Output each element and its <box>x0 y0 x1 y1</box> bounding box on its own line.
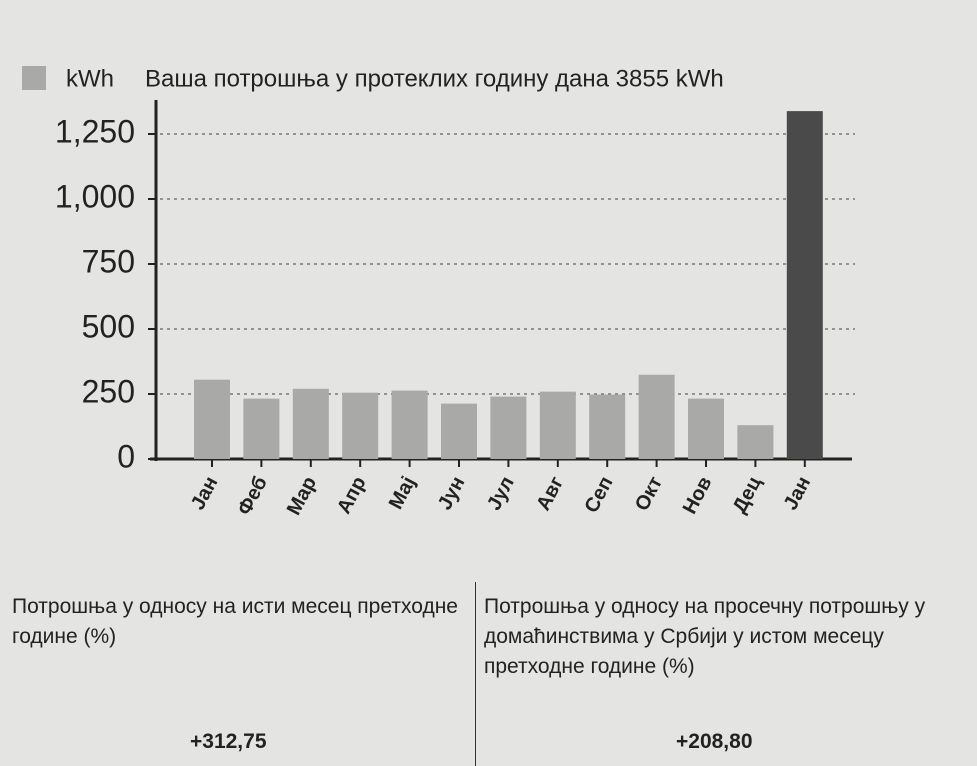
x-tick-label: Дец <box>729 472 767 516</box>
legend-label: kWh <box>66 65 114 92</box>
bar <box>292 388 329 459</box>
x-tick-label: Јан <box>187 473 223 514</box>
bar <box>737 425 774 459</box>
bar <box>342 392 379 459</box>
divider <box>475 582 476 766</box>
bar <box>688 398 724 459</box>
bar <box>589 394 626 459</box>
bar <box>490 396 527 459</box>
bar <box>786 111 823 460</box>
chart-title: Ваша потрошња у протеклих годину дана 38… <box>145 65 724 92</box>
x-tick-label: Мај <box>385 473 420 513</box>
x-tick-label: Јун <box>434 473 470 514</box>
x-tick-label: Апр <box>333 473 371 518</box>
y-tick-label: 1,250 <box>55 113 135 149</box>
y-tick-label: 0 <box>117 438 135 474</box>
chart: kWh Ваша потрошња у протеклих годину дан… <box>22 65 855 519</box>
comparison-label: Потрошња у односу на просечну потрошњу у… <box>484 595 926 678</box>
legend-swatch <box>22 66 46 90</box>
x-tick-label: Мар <box>283 473 321 519</box>
x-tick-label: Окт <box>631 473 667 515</box>
y-tick-label: 500 <box>82 308 135 344</box>
bar <box>391 390 428 459</box>
comparison-label: Потрошња у односу на исти месец претходн… <box>12 595 458 648</box>
y-tick-label: 750 <box>82 243 135 279</box>
x-tick-label: Авг <box>532 473 568 514</box>
bar <box>441 403 477 459</box>
comparison-value: +208,80 <box>676 730 753 753</box>
x-tick-label: Јан <box>780 473 816 514</box>
x-tick-label: Сеп <box>581 473 618 517</box>
comparison-value: +312,75 <box>190 730 267 753</box>
y-tick-label: 250 <box>82 373 135 409</box>
bar <box>194 379 230 459</box>
x-tick-label: Нов <box>679 473 717 518</box>
bar <box>243 398 280 459</box>
bar <box>539 391 576 459</box>
bar <box>638 374 675 459</box>
y-tick-label: 1,000 <box>55 178 135 214</box>
x-tick-label: Феб <box>233 473 271 519</box>
x-tick-label: Јул <box>483 473 519 514</box>
